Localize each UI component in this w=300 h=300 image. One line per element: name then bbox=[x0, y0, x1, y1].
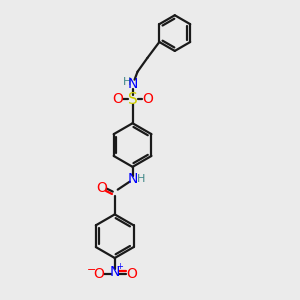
Text: H: H bbox=[122, 76, 131, 87]
Text: O: O bbox=[94, 267, 104, 281]
Text: O: O bbox=[96, 181, 107, 195]
Text: −: − bbox=[87, 265, 97, 275]
Text: O: O bbox=[142, 92, 153, 106]
Text: H: H bbox=[137, 174, 146, 184]
Text: O: O bbox=[126, 267, 137, 281]
Text: N: N bbox=[128, 172, 138, 186]
Text: N: N bbox=[110, 265, 120, 279]
Text: +: + bbox=[116, 262, 123, 272]
Text: O: O bbox=[112, 92, 123, 106]
Text: S: S bbox=[128, 92, 137, 107]
Text: N: N bbox=[128, 76, 138, 91]
